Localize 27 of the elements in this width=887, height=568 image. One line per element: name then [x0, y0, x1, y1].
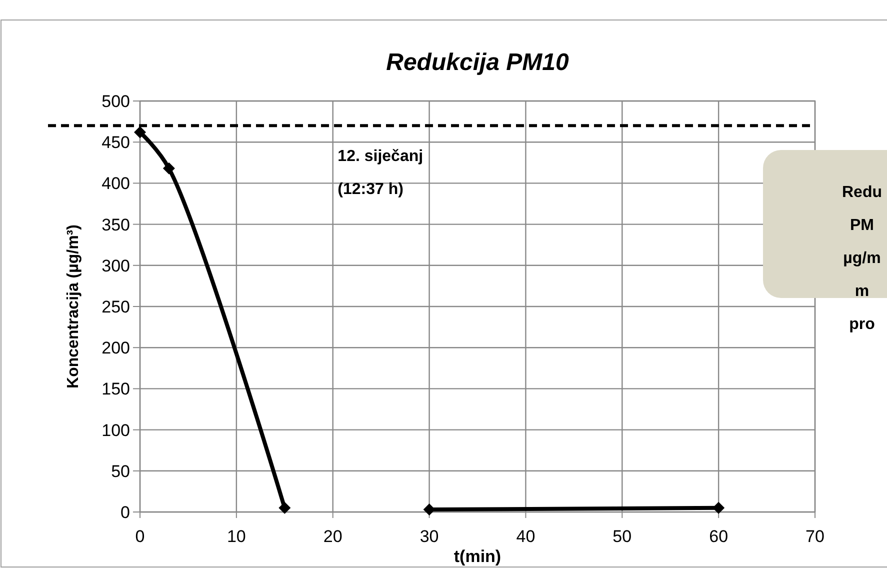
point	[278, 502, 291, 514]
x-tick-label: 40	[516, 527, 536, 546]
x-tick-label: 60	[709, 527, 728, 546]
y-tick-label: 0	[120, 502, 130, 522]
point	[162, 162, 175, 174]
y-tick-label: 400	[102, 174, 130, 194]
point	[134, 126, 146, 138]
y-tick-label: 300	[102, 256, 130, 276]
x-tick-label: 50	[612, 527, 632, 546]
y-tick-label: 200	[102, 338, 130, 358]
y-axis-title: Koncentracija (µg/m³)	[65, 224, 82, 388]
y-tick-label: 100	[102, 420, 130, 440]
annotation: 12. siječanj (12:37 h)	[338, 148, 424, 198]
y-tick-label: 150	[102, 380, 130, 399]
x-tick-label: 70	[806, 527, 824, 546]
chart-title: Redukcija PM10	[386, 49, 570, 76]
x-axis-title: t(min)	[454, 547, 502, 566]
y-tick-label: 250	[102, 297, 130, 316]
y-tick-label: 500	[102, 92, 130, 111]
y-tick-label: 50	[111, 462, 130, 481]
x-tick-label: 20	[323, 527, 342, 546]
x-tick-label: 0	[135, 527, 145, 546]
x-tick-label: 30	[420, 527, 439, 546]
y-tick-label: 350	[102, 215, 130, 234]
x-tick-label: 10	[226, 527, 246, 546]
point	[712, 502, 725, 514]
y-tick-label: 450	[102, 133, 130, 152]
